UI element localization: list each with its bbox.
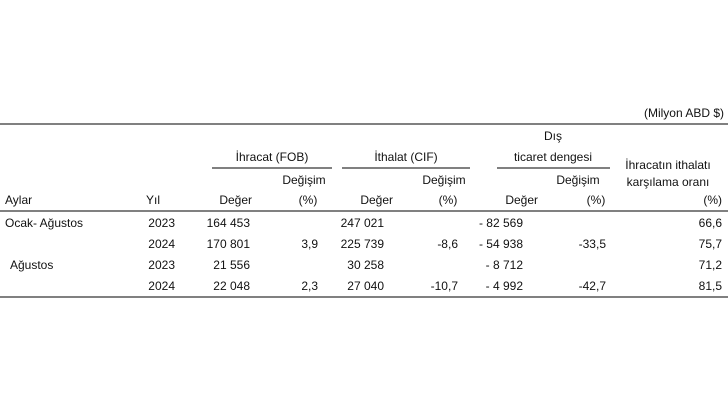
change-header: Değişim (282, 173, 325, 187)
cell: 22 048 (213, 279, 250, 293)
unit-note: (Milyon ABD $) (644, 106, 724, 120)
cell: 2024 (148, 279, 175, 293)
cell: 170 801 (207, 237, 251, 251)
column-header: (%) (587, 193, 606, 207)
cell: -33,5 (579, 237, 607, 251)
cell: - 82 569 (479, 216, 523, 230)
cell: 225 739 (341, 237, 385, 251)
cell: 2023 (148, 216, 175, 230)
cell: -10,7 (431, 279, 459, 293)
cell: -42,7 (579, 279, 607, 293)
cell: - 54 938 (479, 237, 523, 251)
cell: -8,6 (437, 237, 458, 251)
group-title: İthalat (CIF) (374, 150, 437, 164)
cell: 66,6 (699, 216, 723, 230)
column-header: Aylar (5, 193, 32, 207)
group-title: Dış (544, 129, 562, 143)
cell: 2,3 (301, 279, 318, 293)
ratio-title: karşılama oranı (627, 175, 710, 189)
column-header: Yıl (146, 193, 160, 207)
column-header: (%) (703, 193, 722, 207)
row-label: Ağustos (10, 258, 53, 272)
row-label: Ocak- Ağustos (5, 216, 83, 230)
column-header: (%) (299, 193, 318, 207)
column-header: Değer (219, 193, 252, 207)
cell: 75,7 (699, 237, 723, 251)
column-header: Değer (360, 193, 393, 207)
column-header: (%) (439, 193, 458, 207)
ratio-title: İhracatın ithalatı (625, 158, 710, 172)
cell: - 8 712 (486, 258, 524, 272)
cell: 2024 (148, 237, 175, 251)
cell: 247 021 (341, 216, 385, 230)
cell: 164 453 (207, 216, 251, 230)
cell: 21 556 (213, 258, 250, 272)
column-header: Değer (505, 193, 538, 207)
cell: 27 040 (347, 279, 384, 293)
group-title: ticaret dengesi (514, 150, 592, 164)
cell: 3,9 (301, 237, 318, 251)
cell: 2023 (148, 258, 175, 272)
change-header: Değişim (556, 173, 599, 187)
group-title: İhracat (FOB) (236, 150, 309, 164)
cell: 71,2 (699, 258, 723, 272)
cell: 81,5 (699, 279, 723, 293)
cell: 30 258 (347, 258, 384, 272)
change-header: Değişim (422, 173, 465, 187)
cell: - 4 992 (486, 279, 524, 293)
